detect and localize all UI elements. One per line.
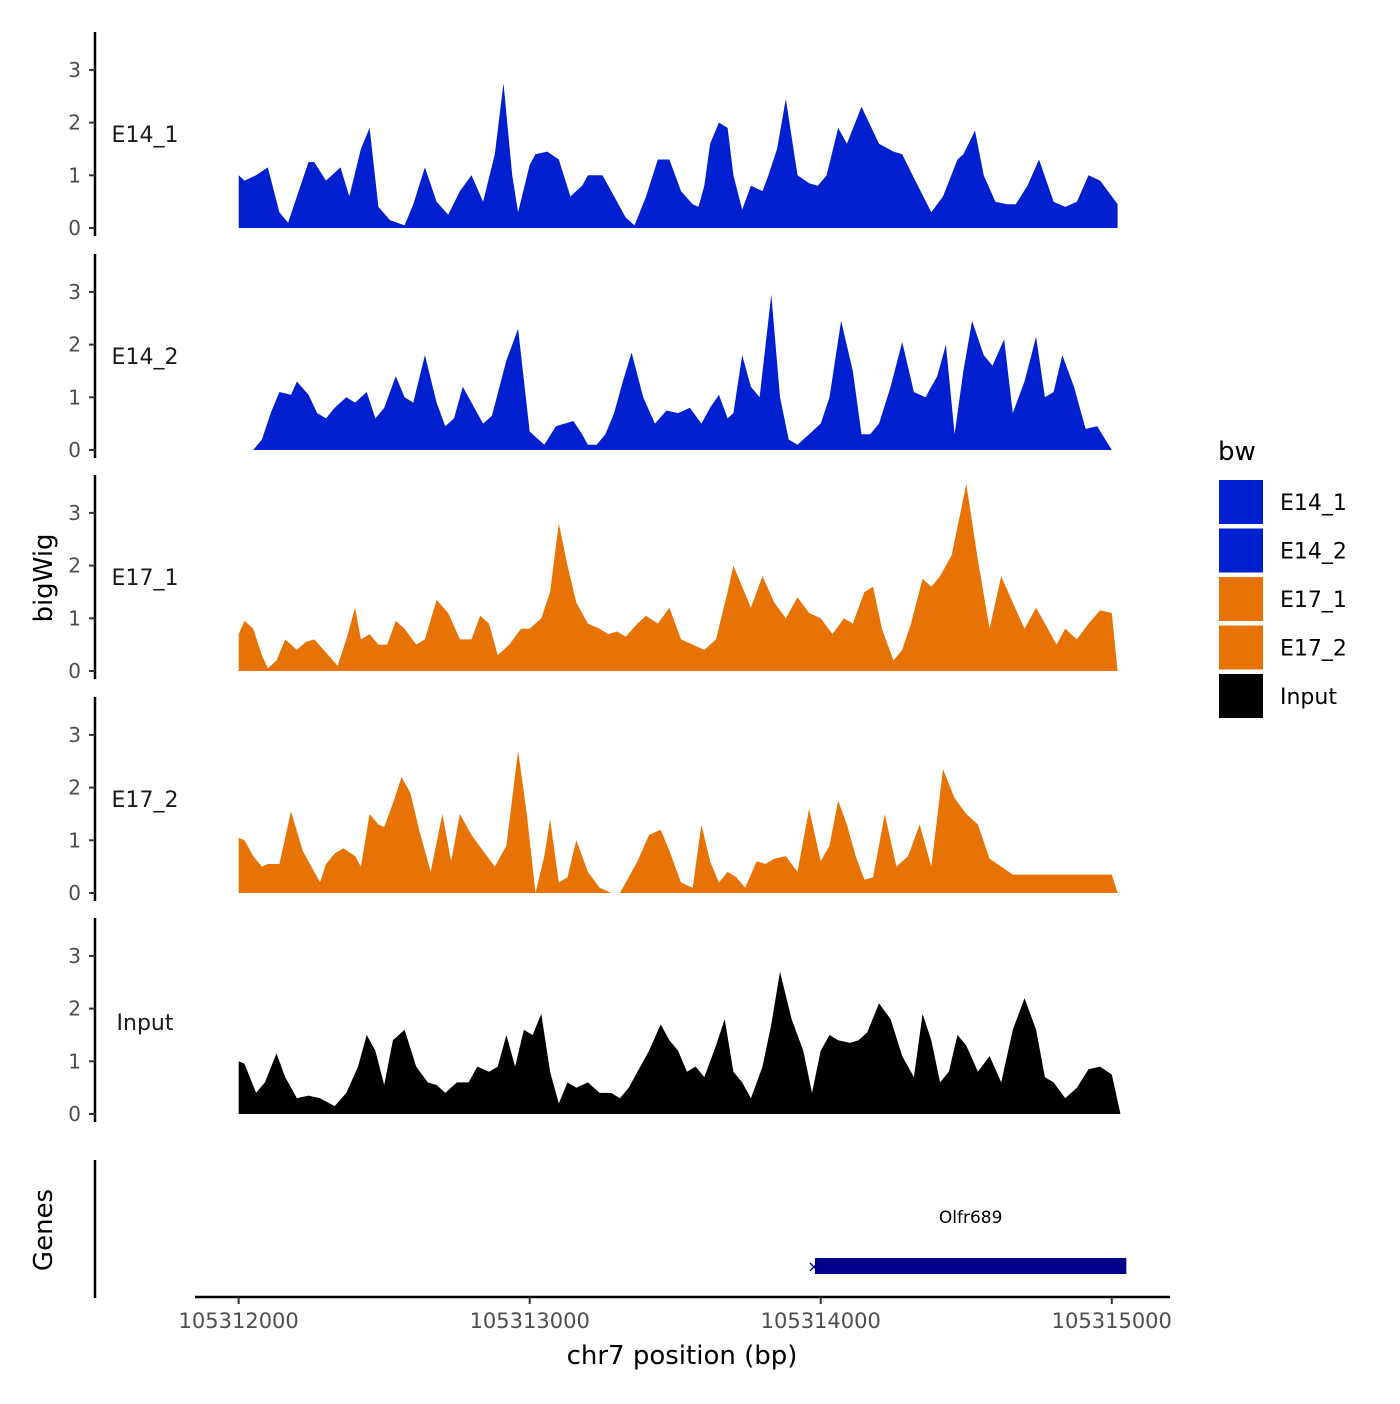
x-axis-title: chr7 position (bp) — [567, 1341, 798, 1371]
gene-track-panel: × Olfr689 — [93, 1160, 1127, 1298]
y-tick-label: 2 — [68, 333, 81, 357]
signal-area-E17_1 — [238, 483, 1118, 671]
legend-swatch-E14_2 — [1219, 528, 1263, 573]
track-panel-E14_2: 0 1 2 3 E14_2 — [68, 254, 1112, 462]
track-label-E17_2: E17_2 — [112, 788, 179, 813]
legend-swatch-E17_2 — [1219, 625, 1263, 670]
track-panel-E14_1: 0 1 2 3 E14_1 — [68, 32, 1118, 240]
y-tick-label: 3 — [68, 944, 81, 968]
signal-area-E14_2 — [253, 294, 1112, 450]
legend-label-E14_1: E14_1 — [1280, 491, 1347, 516]
y-tick-label: 0 — [68, 438, 81, 462]
x-tick-label: 105312000 — [179, 1309, 299, 1333]
y-tick-label: 0 — [68, 1102, 81, 1126]
y-tick-label: 3 — [68, 58, 81, 82]
y-tick-label: 2 — [68, 111, 81, 135]
signal-area-Input — [238, 971, 1121, 1114]
y-tick-label: 1 — [68, 1049, 81, 1073]
track-panel-Input: 0 1 2 3 Input — [68, 918, 1121, 1126]
y-tick-label: 2 — [68, 776, 81, 800]
track-label-E14_2: E14_2 — [112, 345, 179, 370]
x-axis: 105312000 105313000 105314000 105315000 — [179, 1295, 1172, 1333]
signal-area-E17_2 — [238, 750, 1118, 893]
legend-label-E14_2: E14_2 — [1280, 540, 1347, 565]
track-panel-E17_2: 0 1 2 3 E17_2 — [68, 697, 1118, 905]
gene-strand-marker: × — [807, 1257, 820, 1276]
x-tick-label: 105314000 — [761, 1309, 881, 1333]
track-label-Input: Input — [117, 1011, 174, 1036]
y-tick-label: 1 — [68, 828, 81, 852]
signal-area-E14_1 — [238, 83, 1118, 228]
y-tick-label: 2 — [68, 997, 81, 1021]
y-tick-label: 3 — [68, 723, 81, 747]
track-label-E14_1: E14_1 — [112, 123, 179, 148]
track-label-E17_1: E17_1 — [112, 566, 179, 591]
track-panel-E17_1: 0 1 2 3 E17_1 — [68, 475, 1118, 683]
y-tick-label: 1 — [68, 606, 81, 630]
y-tick-label: 3 — [68, 501, 81, 525]
genes-axis-title: Genes — [29, 1189, 59, 1271]
legend-swatch-Input — [1219, 674, 1263, 718]
y-tick-label: 3 — [68, 280, 81, 304]
track-panels: 0 1 2 3 E14_1 0 1 2 3 E14_2 0 1 2 3 E17_1 0 1 2 3 E17_2 0 1 2 3… — [68, 32, 1121, 1126]
x-tick-label: 105315000 — [1052, 1309, 1172, 1333]
legend-swatch-E17_1 — [1219, 577, 1263, 621]
y-tick-label: 0 — [68, 881, 81, 905]
legend-title: bw — [1218, 437, 1256, 467]
y-tick-label: 2 — [68, 554, 81, 578]
y-axis-title: bigWig — [29, 533, 59, 622]
y-tick-label: 1 — [68, 385, 81, 409]
gene-body — [814, 1258, 1127, 1274]
legend-label-E17_1: E17_1 — [1280, 588, 1347, 613]
legend-label-E17_2: E17_2 — [1280, 637, 1347, 662]
x-tick-label: 105313000 — [470, 1309, 590, 1333]
legend: bw E14_1 E14_2 E17_1 E17_2 Input — [1218, 437, 1347, 718]
legend-label-Input: Input — [1280, 685, 1337, 710]
gene-label: Olfr689 — [939, 1208, 1003, 1228]
y-tick-label: 0 — [68, 216, 81, 240]
legend-swatch-E14_1 — [1219, 480, 1263, 524]
y-tick-label: 0 — [68, 659, 81, 683]
y-tick-label: 1 — [68, 163, 81, 187]
